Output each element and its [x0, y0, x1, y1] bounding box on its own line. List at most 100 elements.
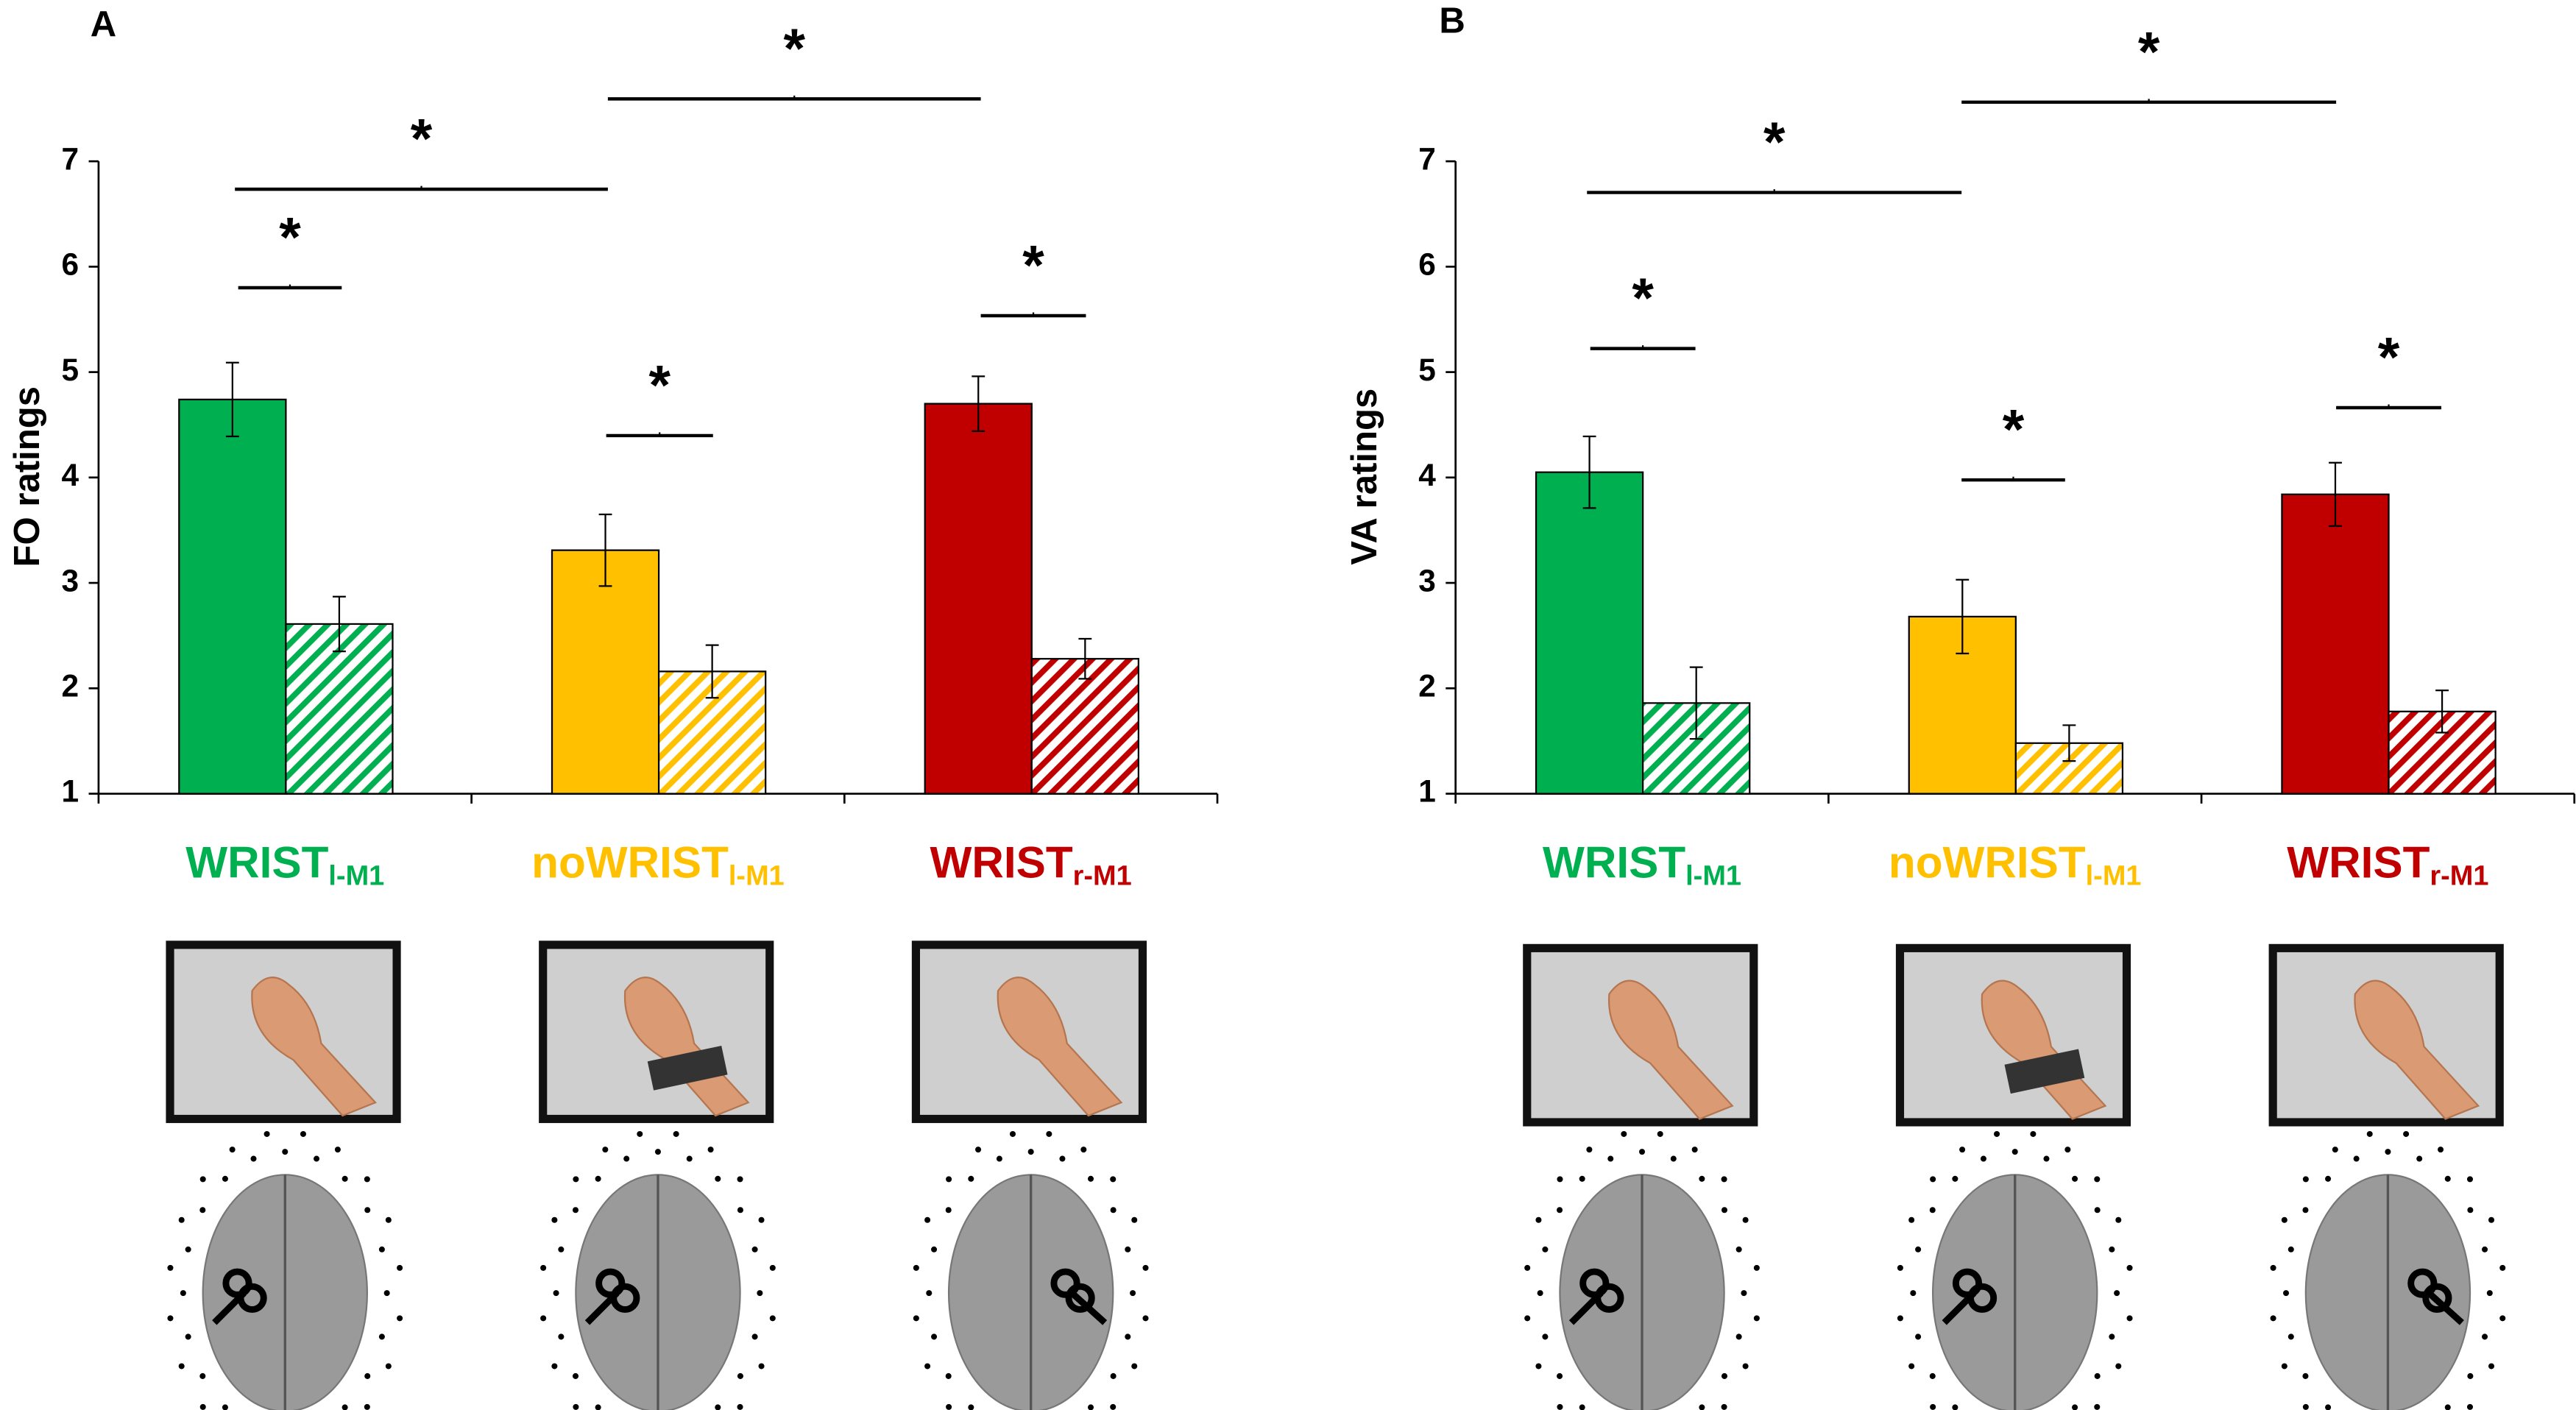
electrode — [1670, 1155, 1677, 1162]
electrode — [686, 1155, 693, 1162]
electrode — [2467, 1207, 2474, 1214]
y-tick-label: 3 — [1418, 563, 1436, 598]
electrode — [1130, 1290, 1136, 1297]
electrode — [2488, 1363, 2495, 1370]
electrode — [199, 1176, 206, 1183]
electrode — [1959, 1147, 1966, 1153]
electrode — [1621, 1130, 1627, 1137]
electrode — [1930, 1403, 1936, 1410]
coil — [1579, 1268, 1610, 1298]
electrode — [758, 1216, 765, 1223]
category-label: noWRISTl-M1 — [1889, 837, 2142, 892]
error-bar — [705, 644, 719, 699]
electrode — [1080, 1147, 1087, 1153]
electrode — [2385, 1149, 2391, 1155]
electrode — [551, 1363, 558, 1370]
electrode — [2416, 1155, 2423, 1162]
electrode — [595, 1404, 601, 1410]
category-name: noWRIST — [1889, 837, 2086, 888]
electrode — [2302, 1176, 2309, 1183]
electrode — [364, 1176, 370, 1183]
electrode — [2126, 1264, 2133, 1271]
electrode — [1579, 1404, 1585, 1410]
electrode — [2270, 1315, 2276, 1322]
electrode — [364, 1372, 371, 1379]
electrode — [385, 1216, 392, 1223]
category-subscript: r-M1 — [1073, 860, 1132, 891]
electrode — [654, 1149, 661, 1155]
error-bar — [1689, 666, 1703, 740]
electrode — [222, 1175, 228, 1182]
electrode — [1542, 1333, 1549, 1340]
electrode — [1741, 1290, 1747, 1297]
coil — [2407, 1268, 2438, 1298]
error-bar — [2435, 690, 2449, 734]
category-label: WRISTl-M1 — [1543, 837, 1741, 892]
electrode — [1721, 1372, 1728, 1379]
electrode — [2115, 1363, 2122, 1370]
electrode — [968, 1175, 974, 1182]
electrode — [1142, 1315, 1149, 1322]
electrode — [2499, 1264, 2506, 1271]
electrode — [715, 1175, 721, 1182]
electrode — [364, 1403, 370, 1410]
electrode — [637, 1130, 643, 1137]
bar — [1535, 471, 1644, 795]
category-label: WRISTr-M1 — [930, 837, 1132, 892]
electrode — [2403, 1130, 2410, 1137]
y-tick-label: 6 — [62, 247, 79, 282]
electrode — [1952, 1175, 1958, 1182]
electrode — [178, 1216, 185, 1223]
error-bar — [972, 375, 986, 432]
electrode — [1657, 1130, 1663, 1137]
electrode — [1537, 1290, 1543, 1297]
electrode — [758, 1363, 765, 1370]
electrode — [558, 1246, 565, 1253]
electrode — [737, 1176, 743, 1183]
electrode — [2094, 1207, 2101, 1214]
electrode — [1952, 1404, 1958, 1410]
electrode — [551, 1216, 558, 1223]
hand — [1607, 979, 1734, 1120]
electrode — [342, 1175, 348, 1182]
electrode — [595, 1175, 601, 1182]
significance-star: * — [648, 354, 670, 417]
electrode — [707, 1147, 714, 1153]
electrode — [572, 1207, 579, 1214]
electrode — [2302, 1207, 2309, 1214]
error-bar — [1956, 578, 1970, 655]
electrode — [946, 1176, 952, 1183]
electrode — [1131, 1363, 1138, 1370]
wrist-device — [647, 1045, 728, 1091]
category-subscript: l-M1 — [2086, 860, 2142, 891]
electrode — [1027, 1149, 1034, 1155]
electrode — [945, 1207, 952, 1214]
electrode — [769, 1264, 776, 1271]
electrode — [1557, 1372, 1563, 1379]
electrode — [2332, 1147, 2338, 1153]
electrode — [2270, 1264, 2276, 1271]
electrode — [2094, 1176, 2101, 1183]
electrode — [2072, 1404, 2078, 1410]
electrode — [558, 1333, 565, 1340]
electrode — [1607, 1155, 1614, 1162]
electrode — [1929, 1372, 1936, 1379]
electrode — [397, 1315, 403, 1322]
coil — [222, 1268, 252, 1298]
bar — [285, 623, 394, 795]
hand — [1981, 979, 2107, 1120]
hand — [2354, 979, 2480, 1120]
electrode — [342, 1404, 348, 1410]
electrode — [1131, 1216, 1138, 1223]
electrode — [1639, 1149, 1646, 1155]
electrode — [1915, 1246, 1922, 1253]
error-bar — [2062, 724, 2076, 762]
electrode — [1910, 1290, 1917, 1297]
electrode — [2302, 1372, 2309, 1379]
electrode — [222, 1404, 228, 1410]
y-tick-label: 1 — [62, 774, 79, 809]
electrode — [385, 1363, 392, 1370]
electrode — [737, 1372, 743, 1379]
significance-star: * — [2138, 21, 2160, 83]
